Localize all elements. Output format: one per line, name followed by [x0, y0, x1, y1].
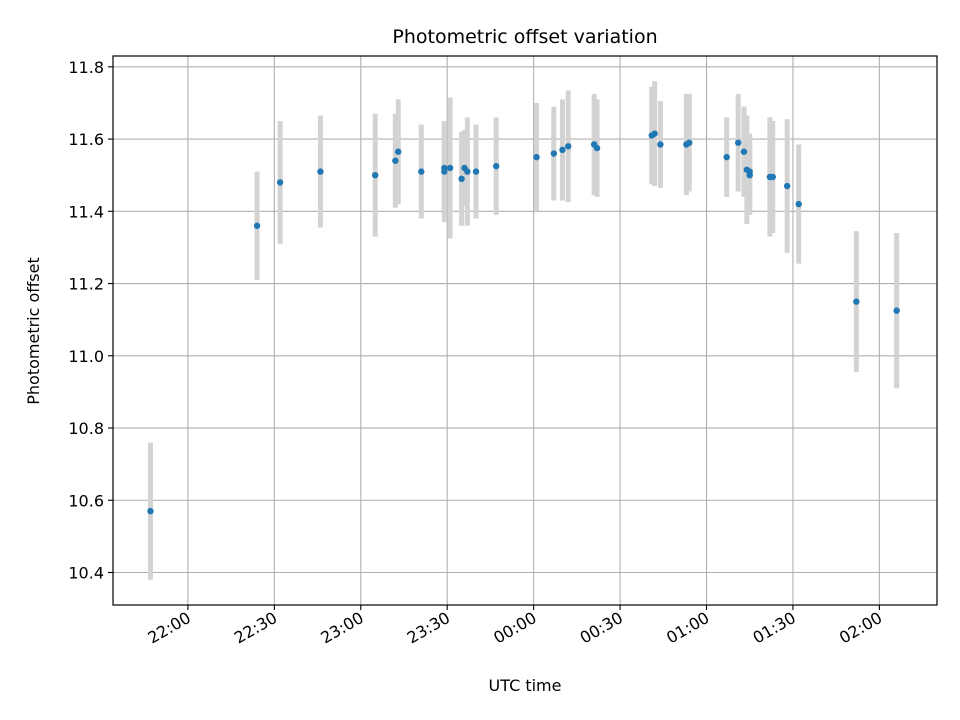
data-point [464, 168, 471, 175]
data-point [735, 139, 742, 146]
data-point [441, 164, 448, 172]
data-point [395, 148, 402, 155]
data-point [783, 182, 791, 190]
data-point [550, 150, 558, 157]
data-point [371, 171, 379, 179]
data-point [593, 144, 601, 152]
data-point [853, 298, 860, 305]
y-tick-label: 10.8 [68, 419, 104, 438]
grid-layer [113, 56, 937, 605]
chart-title: Photometric offset variation [392, 26, 657, 48]
data-point [769, 173, 776, 181]
data-point [795, 200, 802, 208]
data-point [686, 139, 693, 146]
y-tick-label: 11.8 [68, 58, 104, 77]
data-point [565, 143, 572, 150]
y-axis-label: Photometric offset [24, 257, 43, 405]
data-point [472, 168, 480, 175]
data-point [458, 175, 465, 183]
y-tick-label: 11.2 [68, 275, 104, 294]
data-point [446, 164, 454, 172]
y-tick-label: 11.4 [68, 202, 104, 221]
y-tick-label: 11.0 [68, 347, 104, 366]
data-point [893, 307, 900, 314]
data-point [559, 146, 566, 154]
data-point [657, 141, 664, 148]
plot-frame [112, 55, 938, 606]
data-point [533, 153, 540, 161]
point-layer [147, 130, 900, 515]
data-point [392, 157, 399, 164]
data-point [746, 168, 753, 175]
data-point [723, 153, 730, 161]
data-point [276, 179, 284, 186]
data-point [651, 130, 658, 137]
data-point [317, 168, 324, 175]
y-tick-label: 11.6 [68, 130, 104, 149]
data-point [492, 162, 500, 170]
y-tick-label: 10.6 [68, 491, 104, 510]
x-axis-label: UTC time [489, 676, 562, 695]
data-point [740, 148, 748, 155]
data-point [418, 168, 425, 175]
y-tick-label: 10.4 [68, 563, 104, 582]
data-point [147, 507, 154, 515]
data-point [253, 222, 261, 229]
